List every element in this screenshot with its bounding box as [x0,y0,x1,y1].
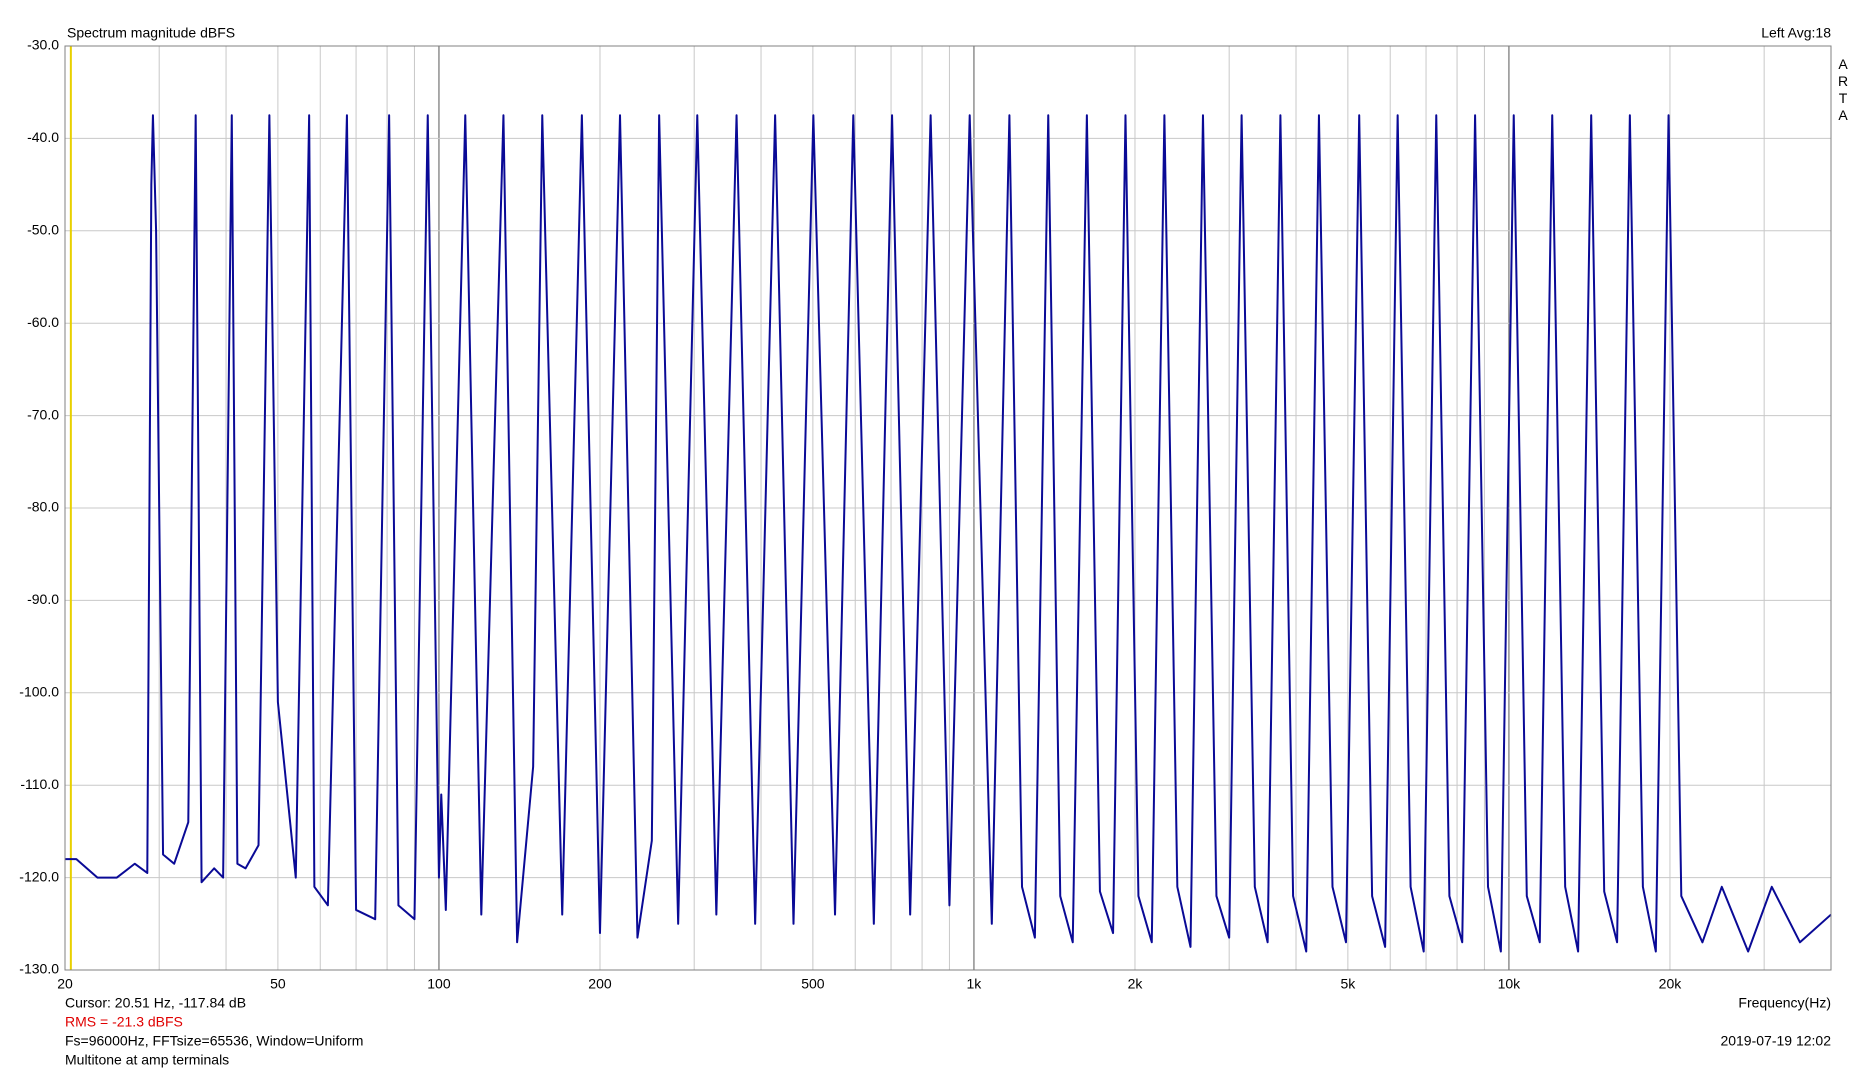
x-tick-label: 500 [801,976,825,992]
y-tick-label: -80.0 [27,499,59,515]
x-tick-label: 50 [270,976,286,992]
plot-frame [64,45,1832,971]
y-tick-label: -70.0 [27,406,59,422]
channel-info: Left Avg:18 [1761,25,1831,41]
x-tick-label: 100 [427,976,451,992]
x-tick-label: 2k [1128,976,1144,992]
x-axis-label: Frequency(Hz) [1738,995,1831,1011]
chart-title: Spectrum magnitude dBFS [67,25,235,41]
cursor-readout: Cursor: 20.51 Hz, -117.84 dB [65,995,246,1011]
x-tick-label: 20 [57,976,73,992]
y-tick-label: -100.0 [19,684,59,700]
x-tick-label: 5k [1340,976,1356,992]
y-tick-label: -60.0 [27,314,59,330]
spectrum-line [65,114,1832,953]
x-tick-label: 1k [967,976,983,992]
y-tick-label: -110.0 [20,776,59,792]
timestamp: 2019-07-19 12:02 [1720,1033,1831,1049]
y-tick-label: -90.0 [27,591,59,607]
y-tick-label: -30.0 [27,37,59,53]
y-tick-label: -130.0 [19,961,59,977]
y-tick-label: -40.0 [27,129,59,145]
x-tick-label: 20k [1659,976,1683,992]
y-tick-label: -120.0 [19,868,59,884]
x-tick-label: 10k [1498,976,1522,992]
brand: ARTA [1835,56,1851,124]
rms-readout: RMS = -21.3 dBFS [65,1014,183,1030]
y-tick-label: -50.0 [27,222,59,238]
x-tick-label: 200 [588,976,612,992]
note: Multitone at amp terminals [65,1052,229,1068]
settings: Fs=96000Hz, FFTsize=65536, Window=Unifor… [65,1033,363,1049]
